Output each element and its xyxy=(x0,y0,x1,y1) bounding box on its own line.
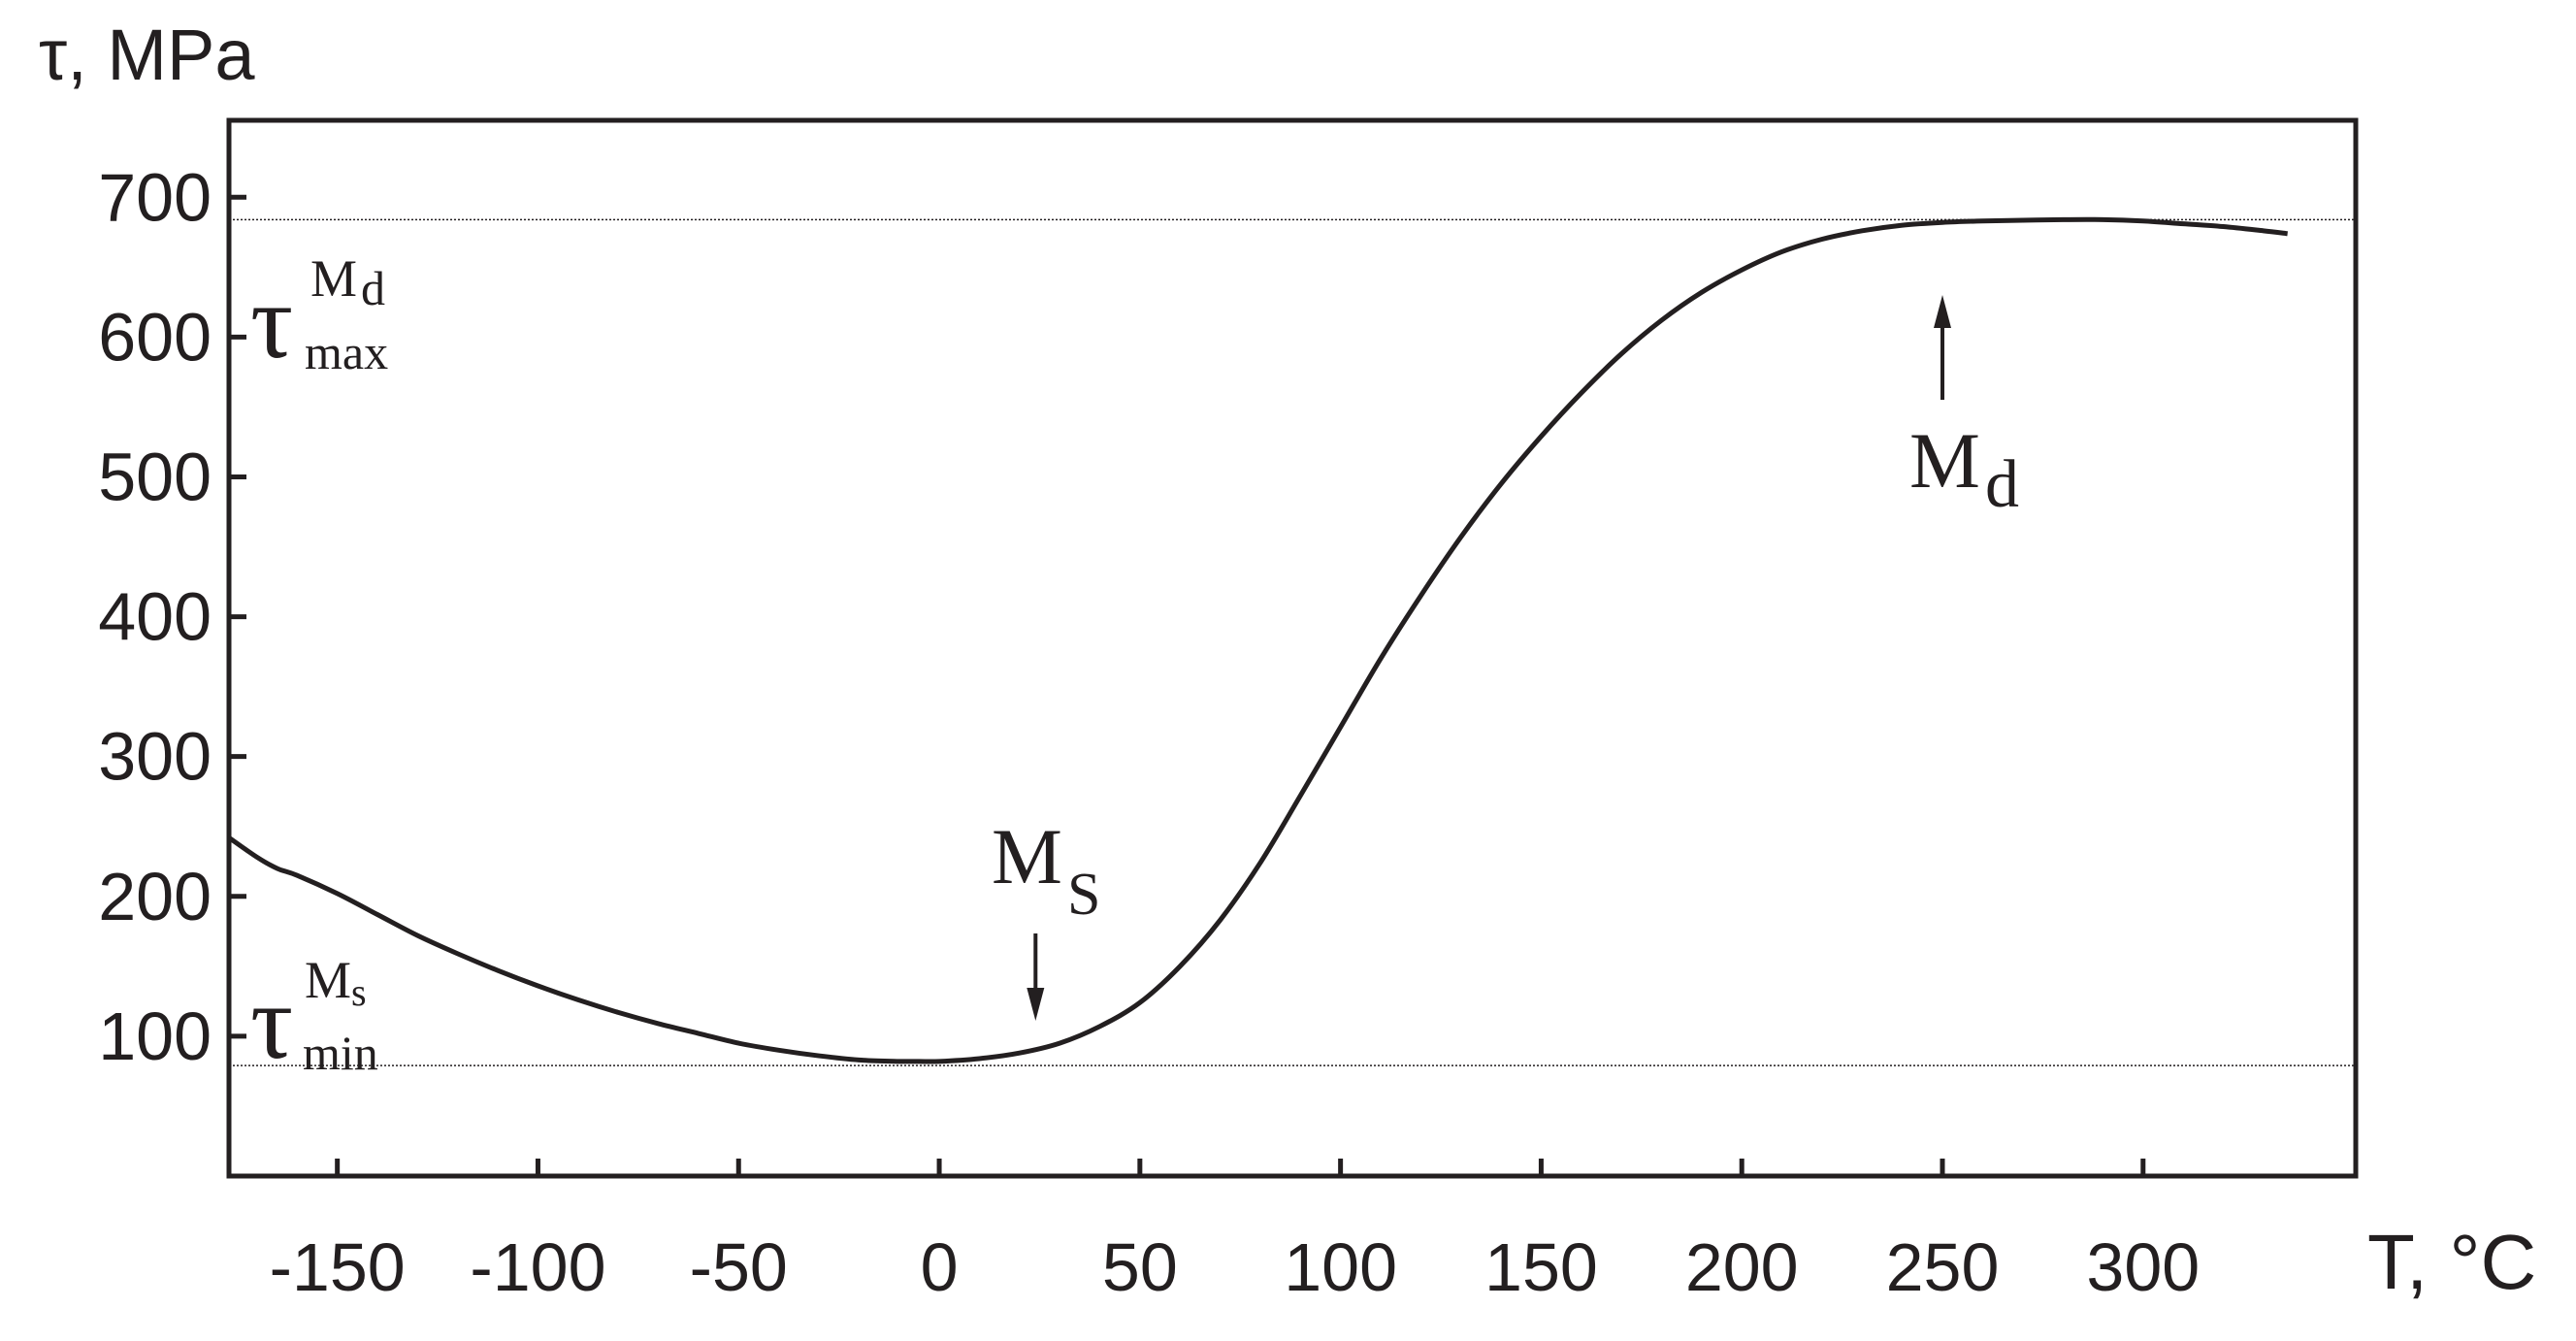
x-tick-label: 150 xyxy=(1484,1229,1598,1305)
x-tick-label: 250 xyxy=(1886,1229,2000,1305)
y-tick-label: 100 xyxy=(98,998,212,1074)
x-tick-label: 200 xyxy=(1685,1229,1799,1305)
svg-text:min: min xyxy=(303,1026,378,1080)
x-tick-label: -100 xyxy=(470,1229,605,1305)
svg-text:S: S xyxy=(1067,862,1100,928)
y-tick-label: 600 xyxy=(98,299,212,375)
x-axis-ticks: -150 -100 -50 0 50 100 150 200 250 300 xyxy=(270,1159,2200,1305)
svg-text:M: M xyxy=(305,951,351,1009)
svg-text:τ: τ xyxy=(250,262,293,380)
x-tick-label: -50 xyxy=(690,1229,788,1305)
svg-text:d: d xyxy=(361,261,385,315)
md-annotation: M d xyxy=(1909,295,2019,522)
series-layer xyxy=(227,216,2288,1064)
tau-max-label: τ M d max xyxy=(250,249,388,380)
tau-min-label: τ M s min xyxy=(250,951,378,1081)
y-axis-title: τ, MPa xyxy=(39,15,255,95)
y-tick-label: 500 xyxy=(98,439,212,514)
svg-text:M: M xyxy=(1909,416,1980,505)
svg-text:s: s xyxy=(351,970,367,1014)
x-axis-title: T, °C xyxy=(2367,1219,2536,1305)
svg-text:τ: τ xyxy=(250,963,293,1081)
svg-text:max: max xyxy=(305,325,388,379)
x-tick-label: 300 xyxy=(2086,1229,2200,1305)
svg-text:M: M xyxy=(992,812,1062,900)
md-arrow-head xyxy=(1934,295,1952,328)
plot-frame xyxy=(226,117,2359,1179)
y-tick-label: 300 xyxy=(98,719,212,795)
svg-text:M: M xyxy=(310,249,357,308)
x-tick-label: 0 xyxy=(921,1229,959,1305)
svg-text:d: d xyxy=(1985,447,2019,522)
x-tick-label: 100 xyxy=(1284,1229,1397,1305)
reference-lines xyxy=(229,218,2356,1066)
x-tick-label: 50 xyxy=(1102,1229,1178,1305)
ms-arrow-head xyxy=(1027,988,1045,1021)
ms-annotation: M S xyxy=(992,812,1100,1021)
y-tick-label: 400 xyxy=(98,579,212,655)
x-tick-label: -150 xyxy=(270,1229,406,1305)
y-tick-label: 200 xyxy=(98,859,212,934)
y-axis-ticks: 100 200 300 400 500 600 700 xyxy=(98,159,246,1074)
y-tick-label: 700 xyxy=(98,159,212,235)
series-line xyxy=(227,216,2288,1064)
